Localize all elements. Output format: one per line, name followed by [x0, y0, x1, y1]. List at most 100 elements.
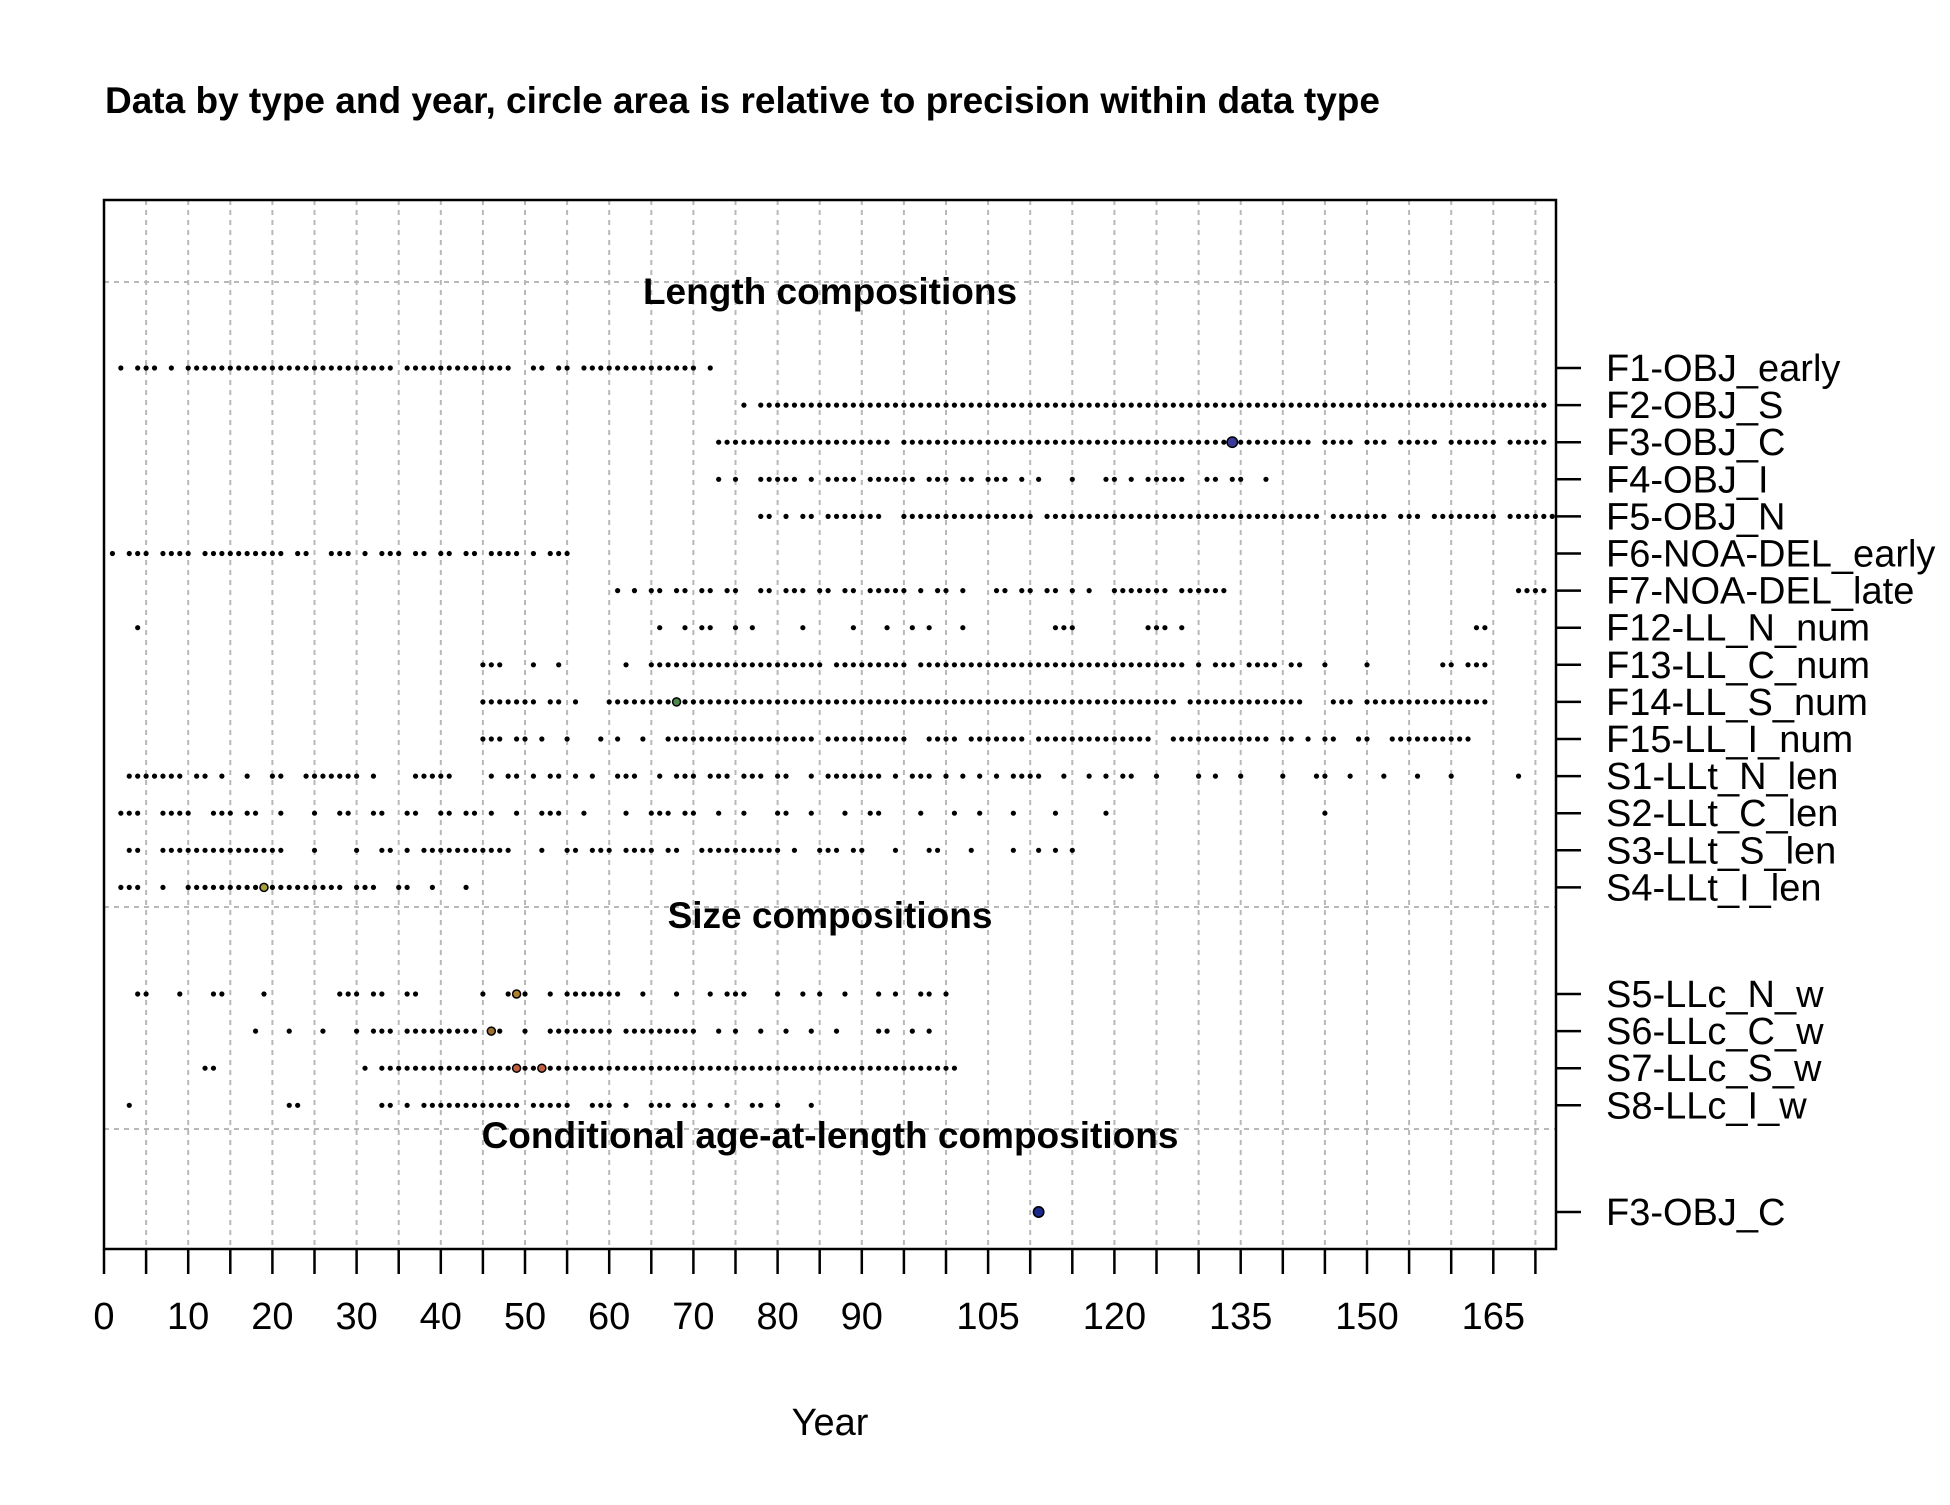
data-point — [783, 810, 789, 816]
data-point — [943, 1065, 949, 1071]
data-point — [1221, 588, 1227, 594]
data-point — [876, 402, 882, 408]
data-point — [775, 699, 781, 705]
data-point — [985, 662, 991, 668]
data-point — [261, 550, 267, 557]
data-point — [219, 884, 225, 891]
data-point — [446, 550, 452, 557]
data-point — [1263, 699, 1269, 705]
data-point — [1111, 736, 1117, 742]
data-point — [867, 513, 873, 520]
data-point — [623, 662, 629, 668]
data-point — [278, 365, 284, 371]
data-point — [682, 1065, 688, 1071]
data-point-highlight — [1032, 1206, 1045, 1218]
data-point — [404, 991, 410, 997]
data-point — [850, 736, 856, 742]
data-point — [396, 550, 402, 557]
data-point — [758, 847, 764, 853]
data-point — [850, 513, 856, 520]
data-point — [800, 991, 806, 997]
data-point — [1137, 662, 1143, 668]
data-point — [505, 550, 511, 557]
data-point — [1322, 736, 1328, 742]
data-point — [1381, 439, 1387, 445]
data-point — [682, 1028, 688, 1034]
data-point — [1145, 439, 1151, 445]
data-point — [160, 550, 166, 557]
data-point — [581, 1028, 587, 1034]
data-point — [202, 550, 208, 557]
data-point — [1406, 513, 1412, 520]
data-point — [581, 365, 587, 371]
data-point — [749, 439, 755, 445]
data-point — [1221, 439, 1227, 445]
data-point — [421, 1102, 427, 1108]
data-point — [1162, 513, 1168, 520]
data-point — [800, 699, 806, 705]
data-point — [766, 847, 772, 853]
data-point — [135, 847, 141, 853]
data-point — [1288, 699, 1294, 705]
data-point — [808, 773, 814, 779]
data-point — [185, 365, 191, 371]
data-point — [252, 550, 259, 557]
data-point — [926, 402, 932, 408]
data-point — [1515, 773, 1522, 779]
data-point — [783, 402, 789, 408]
data-point — [354, 1028, 360, 1034]
data-point — [791, 402, 798, 408]
data-point — [825, 476, 831, 482]
data-point — [842, 699, 848, 705]
data-point — [572, 1065, 579, 1071]
data-point — [261, 991, 267, 997]
data-point — [1103, 662, 1109, 668]
data-point — [1482, 662, 1488, 668]
data-point — [758, 1065, 764, 1071]
data-point — [833, 662, 840, 668]
data-point — [1179, 625, 1185, 631]
data-point — [135, 773, 141, 779]
data-point — [421, 365, 427, 371]
data-point — [1448, 402, 1454, 408]
data-point-highlight — [259, 882, 269, 893]
data-point — [236, 847, 242, 853]
data-points — [109, 365, 1555, 1218]
data-point — [1238, 439, 1244, 445]
data-point — [926, 699, 932, 705]
data-point — [564, 550, 570, 557]
data-point — [943, 476, 949, 482]
data-point — [876, 439, 882, 445]
data-point — [951, 402, 958, 408]
data-point — [724, 588, 730, 594]
data-point — [842, 1065, 848, 1071]
data-point — [918, 773, 924, 779]
data-point — [1162, 662, 1168, 668]
data-point — [497, 699, 503, 705]
data-point — [1288, 513, 1294, 520]
data-point — [808, 513, 814, 520]
data-point — [640, 991, 646, 997]
data-point — [631, 1065, 638, 1071]
data-point — [1448, 662, 1454, 668]
data-point — [699, 1065, 705, 1071]
data-point — [497, 662, 503, 668]
data-point — [1238, 513, 1244, 520]
data-point — [1364, 699, 1370, 705]
data-point — [505, 991, 511, 997]
data-point — [892, 662, 899, 668]
data-point — [640, 1028, 646, 1034]
data-point — [800, 1065, 806, 1071]
data-point — [775, 402, 781, 408]
data-point — [598, 736, 604, 742]
data-point — [379, 847, 385, 853]
data-point — [168, 773, 174, 779]
data-point — [168, 365, 174, 371]
data-point — [892, 847, 899, 853]
data-point — [867, 810, 873, 816]
data-point — [168, 550, 174, 557]
data-point — [1179, 513, 1185, 520]
data-point — [901, 476, 907, 482]
data-point — [556, 1102, 562, 1108]
data-point — [337, 550, 343, 557]
